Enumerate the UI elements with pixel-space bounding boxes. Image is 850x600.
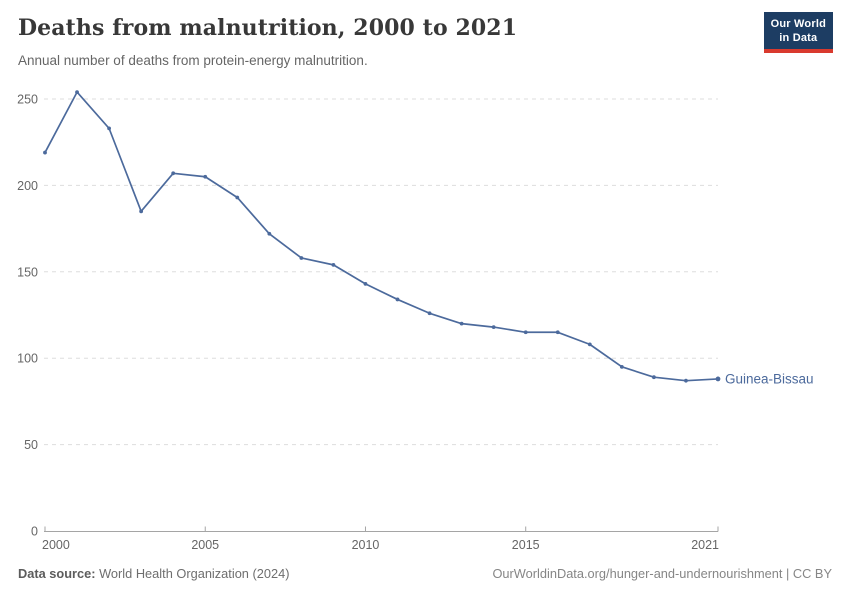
chart-footer: Data source: World Health Organization (…	[18, 566, 832, 582]
data-point	[652, 375, 656, 380]
data-point	[107, 126, 111, 131]
data-point	[267, 231, 272, 236]
data-source: Data source: World Health Organization (…	[18, 566, 289, 582]
data-source-value: World Health Organization (2024)	[99, 566, 290, 581]
x-tick-label: 2021	[691, 538, 719, 552]
y-tick-label: 0	[31, 525, 38, 539]
data-point	[587, 342, 592, 347]
data-point	[427, 311, 432, 316]
series-line	[44, 91, 719, 382]
x-tick-label: 2000	[42, 538, 70, 552]
owid-logo-line1: Our World	[770, 18, 826, 30]
chart-title: Deaths from malnutrition, 2000 to 2021	[18, 15, 518, 41]
chart-subtitle: Annual number of deaths from protein-ene…	[18, 53, 368, 68]
x-tick-label: 2010	[352, 538, 380, 552]
data-point	[139, 209, 144, 214]
data-point	[491, 325, 496, 329]
x-tick-label: 2005	[191, 538, 219, 552]
data-point	[395, 297, 400, 302]
data-point	[75, 90, 79, 94]
data-source-label: Data source:	[18, 566, 100, 581]
data-point	[619, 364, 624, 369]
data-point	[203, 174, 208, 179]
series-label[interactable]: Guinea-Bissau	[725, 371, 814, 386]
y-tick-label: 50	[24, 438, 38, 452]
citation-link[interactable]: OurWorldinData.org/hunger-and-undernouri…	[492, 566, 832, 581]
data-point	[523, 330, 528, 335]
x-tick-label: 2015	[512, 538, 540, 552]
data-point	[555, 330, 560, 335]
y-tick-label: 150	[17, 265, 38, 279]
data-point	[171, 171, 176, 176]
data-point	[235, 195, 240, 200]
data-point	[459, 321, 464, 326]
owid-logo-line2: in Data	[779, 32, 818, 44]
y-tick-label: 200	[17, 179, 38, 193]
owid-logo[interactable]: Our World in Data	[763, 12, 833, 53]
data-point	[684, 378, 688, 383]
data-point	[715, 376, 721, 382]
data-point	[43, 150, 47, 155]
data-point	[331, 262, 336, 267]
data-point	[363, 281, 368, 286]
y-tick-label: 250	[17, 93, 38, 107]
data-point	[299, 256, 304, 260]
y-tick-label: 100	[17, 352, 38, 366]
